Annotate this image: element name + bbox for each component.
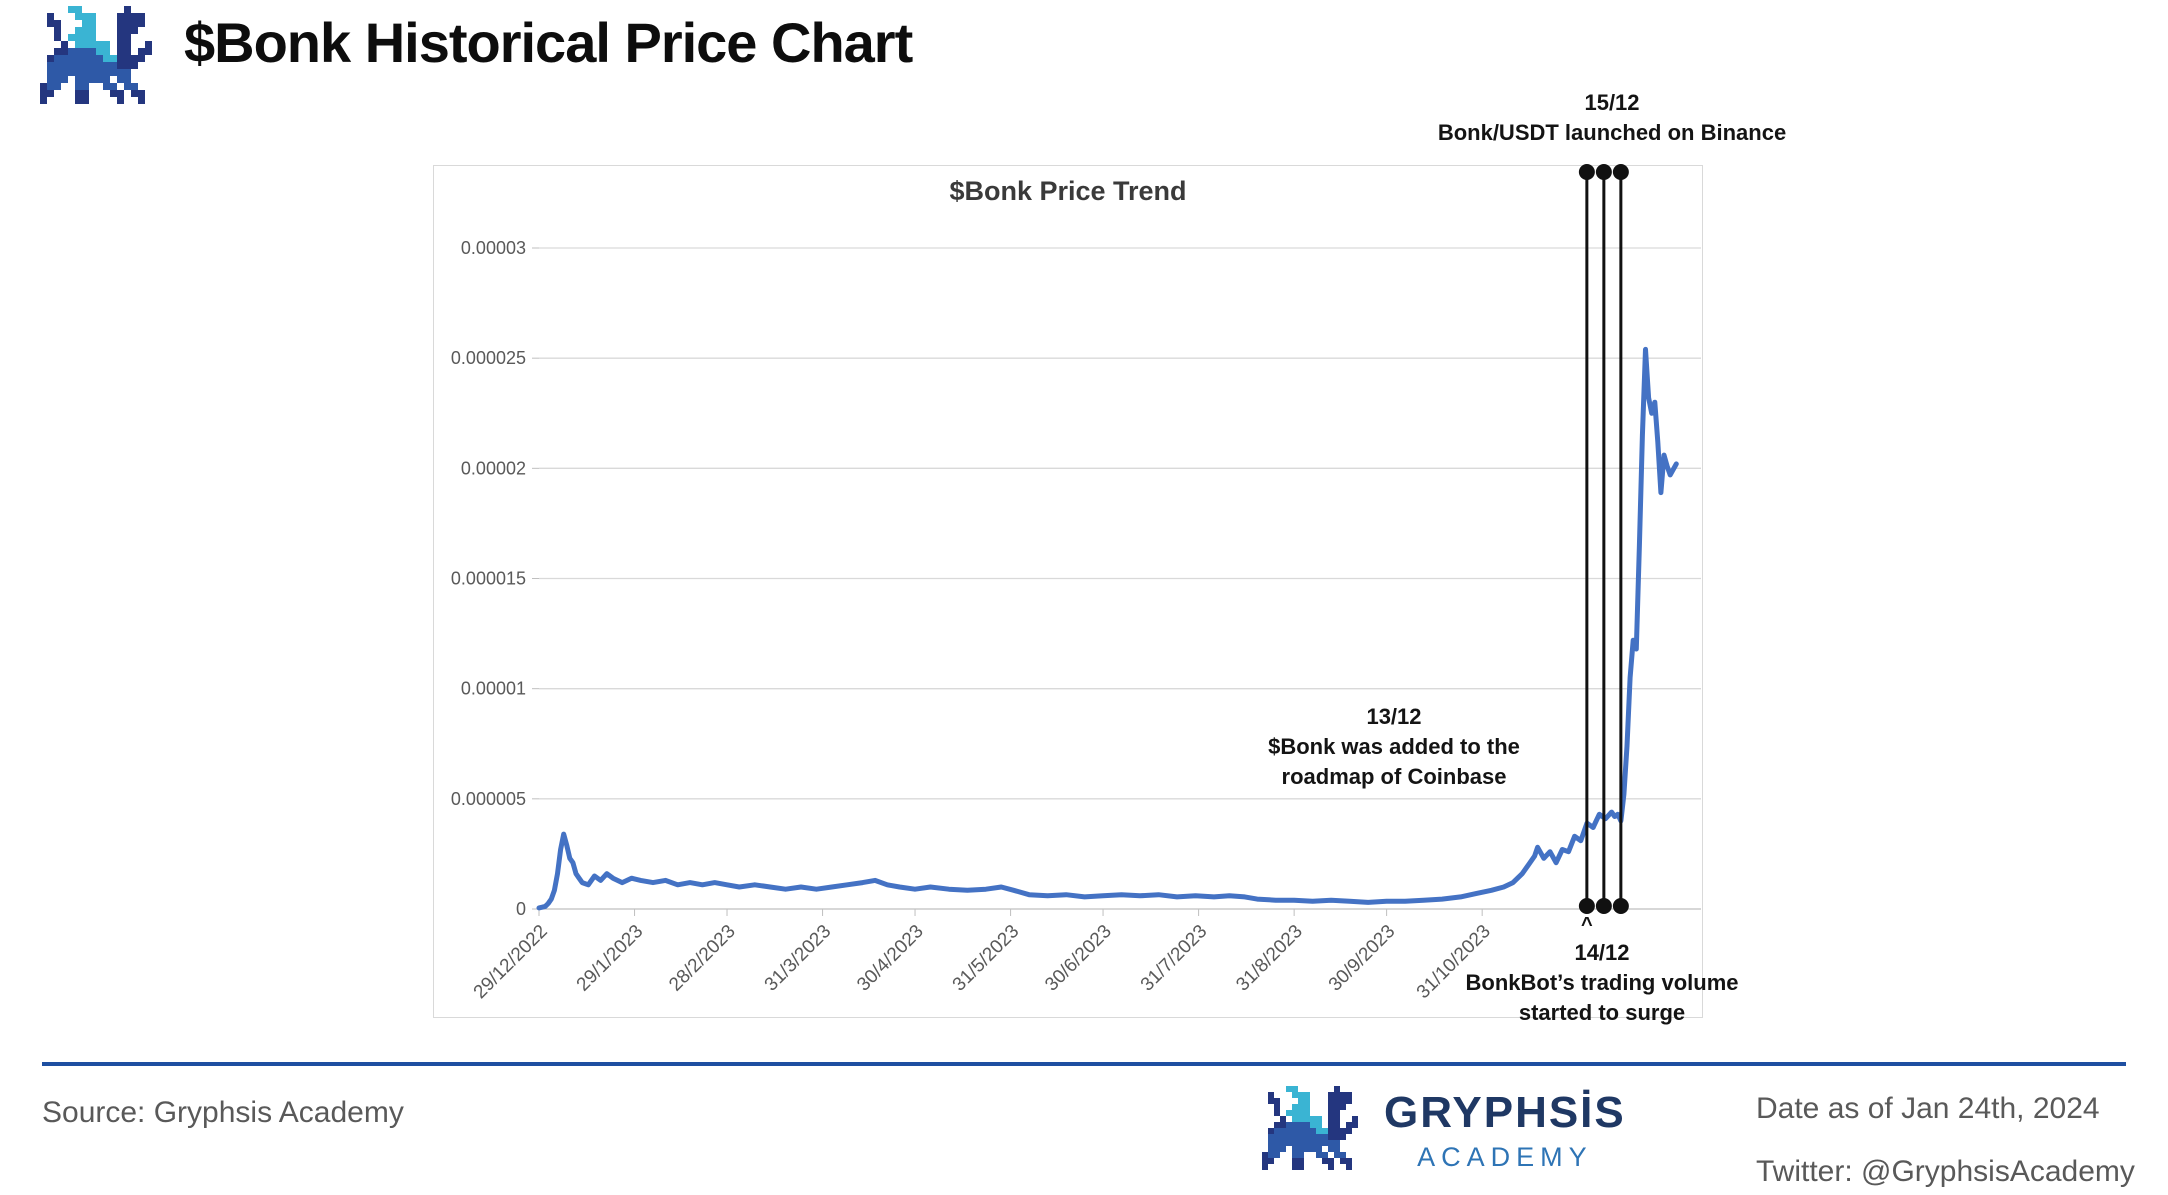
source-note: Source: Gryphsis Academy [42,1096,404,1129]
gryphsis-brand: GRYPHSİS ACADEMY [1384,1090,1626,1173]
brand-name: GRYPHSİS [1384,1088,1626,1137]
annotation-text: Bonk/USDT launched on Binance [1437,120,1787,145]
gryphsis-dragon-logo-icon [1262,1086,1358,1175]
y-axis-label: 0.00002 [461,458,526,478]
annotation-text: BonkBot’s trading volume [1465,970,1739,995]
gryphsis-dragon-logo-icon [40,6,152,109]
event-marker [1578,898,1595,914]
footer-meta: Date as of Jan 24th, 2024 Twitter: @Gryp… [1756,1092,2135,1189]
date-note: Date as of Jan 24th, 2024 [1756,1092,2100,1125]
annotation-date: 15/12 [1584,90,1640,115]
y-axis-label: 0 [516,899,526,919]
event-marker [1595,898,1612,914]
brand-subtitle: ACADEMY [1417,1142,1593,1172]
annotation-date: 14/12 [1574,940,1630,965]
twitter-handle: Twitter: @GryphsisAcademy [1756,1155,2135,1188]
annotation-text: $Bonk was added to the [1268,734,1520,759]
y-axis-label: 0.000025 [451,348,526,368]
y-axis-label: 0.00003 [461,238,526,258]
event-marker [1595,164,1612,180]
y-axis-label: 0.00001 [461,679,526,699]
annotation-date: 13/12 [1366,704,1422,729]
caret-up-icon: ^ [1581,914,1593,936]
annotation-15-12: 15/12 Bonk/USDT launched on Binance [1438,88,1786,148]
chart-title: $Bonk Price Trend [949,176,1187,206]
y-axis-label: 0.000005 [451,789,526,809]
bonk-price-chart: 0.00003 0.000025 0.00002 0.000015 0.00001 0.0… [433,164,1703,1018]
price-line [536,346,1679,911]
annotation-14-12: 14/12 BonkBot’s trading volume started t… [1466,938,1739,1028]
event-marker [1612,898,1629,914]
chart-border [433,165,1703,1018]
page-title: $Bonk Historical Price Chart [184,11,913,74]
annotation-13-12: 13/12 $Bonk was added to the roadmap of … [1268,702,1520,792]
y-axis-label: 0.000015 [451,569,526,589]
footer-divider [42,1062,2126,1066]
event-marker [1578,164,1595,180]
event-marker [1612,164,1629,180]
annotation-text: roadmap of Coinbase [1281,764,1507,789]
annotation-text: started to surge [1518,1000,1686,1025]
